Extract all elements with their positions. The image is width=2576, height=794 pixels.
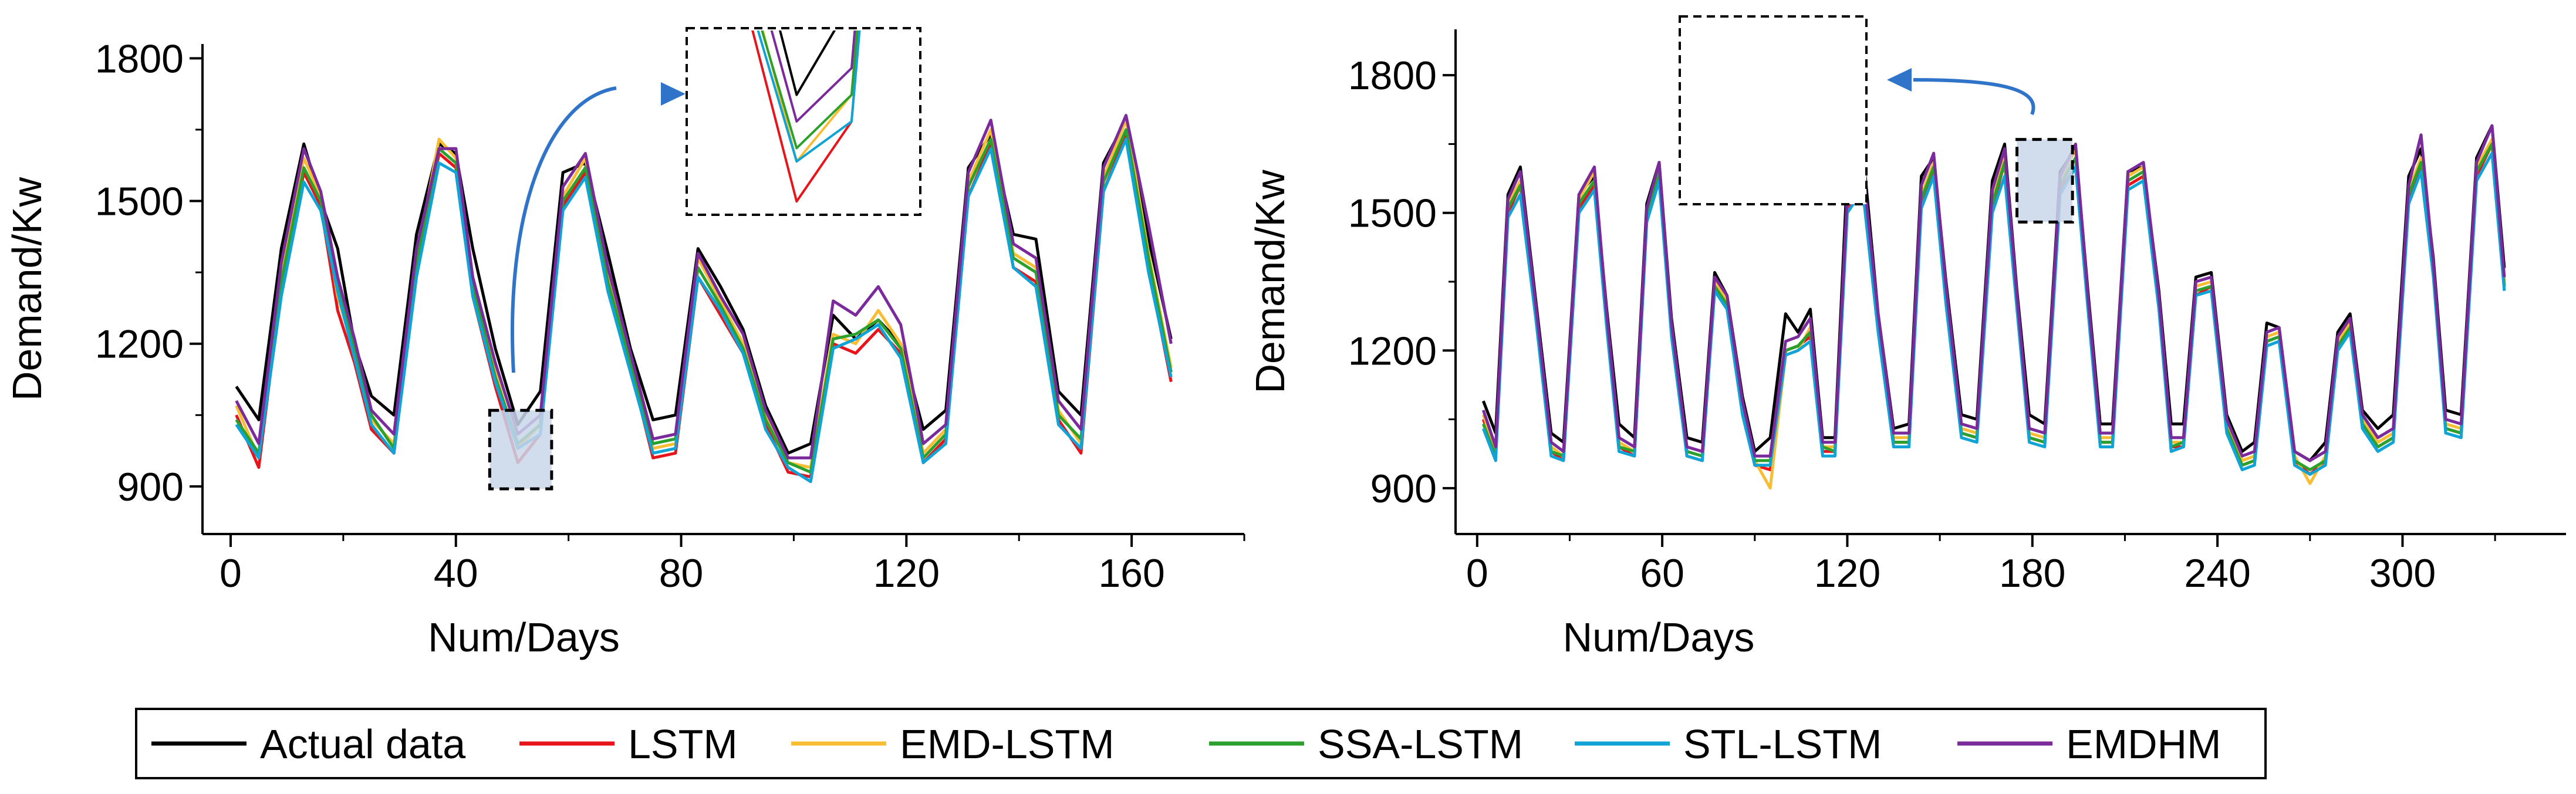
left-chart: 0 40 80 120 160 900 1200 1500 1800 Num/Days Demand…: [4, 27, 1245, 660]
legend-label: Actual data: [260, 721, 465, 767]
x-tick-label: 300: [2369, 551, 2436, 596]
zoom-region-box: [488, 408, 553, 491]
x-axis-title: Num/Days: [428, 614, 620, 660]
x-tick-label: 40: [434, 551, 478, 596]
legend-label: EMDHM: [2066, 721, 2221, 767]
x-tick-label: 120: [1814, 551, 1880, 596]
right-chart: 0 60 120 180 240 300 900 1200 1500 1800 Num/Days De…: [1247, 15, 2566, 660]
legend-label: EMD-LSTM: [900, 721, 1115, 767]
series-line-emdhm: [235, 114, 1173, 459]
zoom-arrow-head: [1887, 68, 1912, 92]
legend-item: EMD-LSTM: [791, 721, 1115, 767]
legend-item: STL-LSTM: [1575, 721, 1882, 767]
x-tick-label: 240: [2184, 551, 2250, 596]
series-line-emdhm: [1481, 124, 2506, 462]
series-line-stl-lstm: [1481, 151, 2506, 476]
x-axis-title: Num/Days: [1563, 614, 1755, 660]
x-tick-label: 180: [1999, 551, 2065, 596]
legend-label: LSTM: [628, 721, 738, 767]
legend-label: SSA-LSTM: [1318, 721, 1523, 767]
zoom-arrow-head: [661, 82, 686, 106]
x-tick-label: 0: [1466, 551, 1488, 596]
y-tick-label: 1200: [95, 322, 184, 367]
y-tick-label: 900: [1370, 467, 1437, 511]
zoom-arrow: [511, 86, 617, 373]
x-tick-label: 120: [873, 551, 940, 596]
legend: Actual data LSTM EMD-LSTM SSA-LSTM STL-LSTM E…: [135, 708, 2267, 779]
zoom-inset-frame: [1679, 15, 1868, 205]
legend-item: SSA-LSTM: [1209, 721, 1523, 767]
series-line-stl-lstm: [235, 137, 1173, 484]
zoom-region-box: [2015, 138, 2074, 224]
y-tick-label: 900: [117, 465, 184, 509]
y-tick-label: 1500: [95, 180, 184, 224]
legend-item: EMDHM: [1957, 721, 2221, 767]
zoom-arrow: [1913, 78, 2035, 116]
y-tick-label: 1500: [1348, 191, 1437, 236]
x-tick-label: 160: [1098, 551, 1164, 596]
y-tick-label: 1800: [1348, 53, 1437, 98]
y-axis-title: Demand/Kw: [4, 177, 50, 401]
y-axis-title: Demand/Kw: [1247, 170, 1293, 394]
y-tick-label: 1200: [1348, 329, 1437, 373]
legend-label: STL-LSTM: [1683, 721, 1882, 767]
legend-frame: [135, 708, 2267, 779]
x-tick-label: 80: [659, 551, 704, 596]
x-tick-label: 0: [220, 551, 242, 596]
zoom-inset: [1679, 15, 1868, 205]
zoom-inset-frame: [686, 27, 921, 216]
legend-item: LSTM: [519, 721, 738, 767]
y-tick-label: 1800: [95, 36, 184, 81]
legend-item: Actual data: [151, 721, 465, 767]
x-tick-label: 60: [1640, 551, 1684, 596]
zoom-inset: [686, 27, 921, 216]
